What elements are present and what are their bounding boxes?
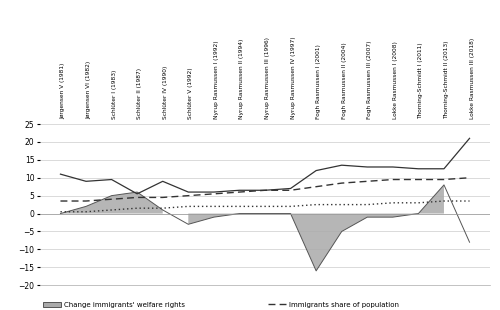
Legend: Immigrants share of population, vote share PRRPs: Immigrants share of population, vote sha… <box>268 302 400 310</box>
